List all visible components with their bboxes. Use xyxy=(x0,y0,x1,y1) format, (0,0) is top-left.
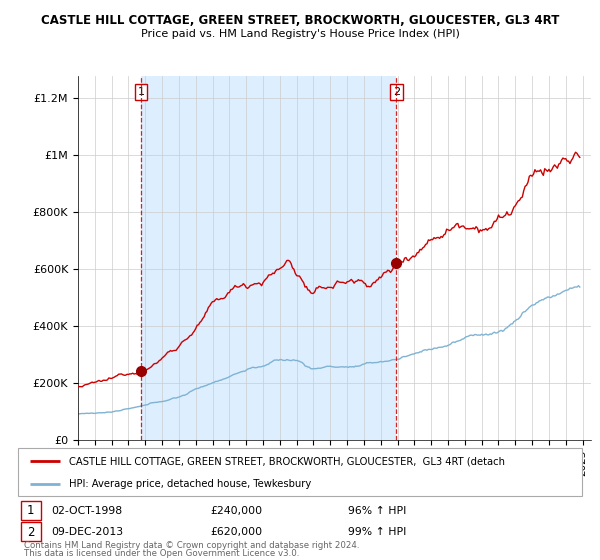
Text: 1: 1 xyxy=(137,87,145,97)
Bar xyxy=(141,76,396,440)
Text: 2: 2 xyxy=(392,87,400,97)
Text: Price paid vs. HM Land Registry's House Price Index (HPI): Price paid vs. HM Land Registry's House … xyxy=(140,29,460,39)
Text: 2: 2 xyxy=(27,525,35,539)
Text: This data is licensed under the Open Government Licence v3.0.: This data is licensed under the Open Gov… xyxy=(24,549,299,558)
Text: 02-OCT-1998: 02-OCT-1998 xyxy=(51,506,122,516)
Text: CASTLE HILL COTTAGE, GREEN STREET, BROCKWORTH, GLOUCESTER,  GL3 4RT (detach: CASTLE HILL COTTAGE, GREEN STREET, BROCK… xyxy=(69,456,505,466)
Text: 99% ↑ HPI: 99% ↑ HPI xyxy=(348,527,406,537)
Text: HPI: Average price, detached house, Tewkesbury: HPI: Average price, detached house, Tewk… xyxy=(69,479,311,489)
Text: 1: 1 xyxy=(27,504,35,517)
Text: £620,000: £620,000 xyxy=(210,527,262,537)
Text: £240,000: £240,000 xyxy=(210,506,262,516)
Text: 09-DEC-2013: 09-DEC-2013 xyxy=(51,527,123,537)
Text: Contains HM Land Registry data © Crown copyright and database right 2024.: Contains HM Land Registry data © Crown c… xyxy=(24,541,359,550)
Text: CASTLE HILL COTTAGE, GREEN STREET, BROCKWORTH, GLOUCESTER, GL3 4RT: CASTLE HILL COTTAGE, GREEN STREET, BROCK… xyxy=(41,14,559,27)
Text: 96% ↑ HPI: 96% ↑ HPI xyxy=(348,506,406,516)
